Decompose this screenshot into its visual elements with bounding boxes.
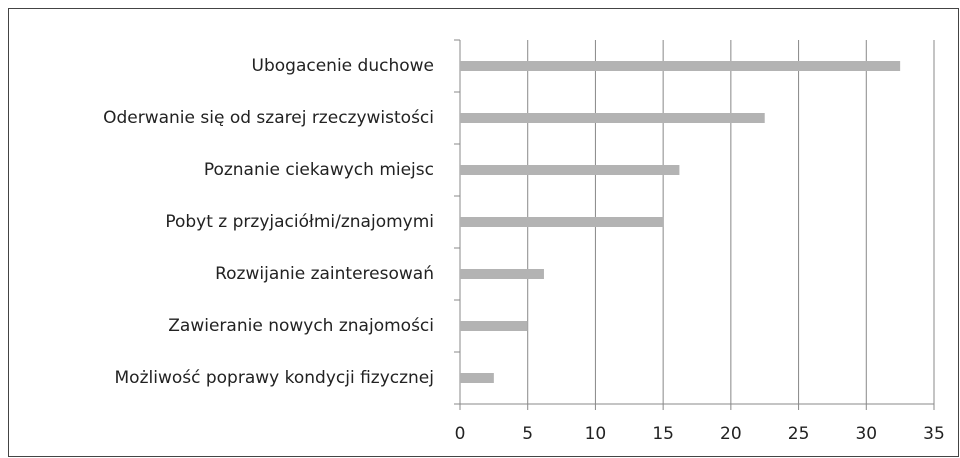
- bar: [460, 61, 901, 71]
- x-tick-label: 10: [585, 424, 607, 444]
- bar: [460, 113, 765, 123]
- y-tick-label: Poznanie ciekawych miejsc: [204, 160, 434, 180]
- y-tick-label: Ubogacenie duchowe: [252, 56, 434, 76]
- bar: [460, 321, 528, 331]
- y-tick-label: Możliwość poprawy kondycji fizycznej: [115, 368, 435, 388]
- x-tick-label: 30: [855, 424, 877, 444]
- x-tick-label: 5: [522, 424, 533, 444]
- x-tick-label: 15: [652, 424, 674, 444]
- y-tick-label: Oderwanie się od szarej rzeczywistości: [103, 108, 434, 128]
- bar: [460, 269, 544, 279]
- x-tick-label: 25: [788, 424, 810, 444]
- chart-border: [8, 8, 959, 457]
- x-tick-label: 0: [455, 424, 466, 444]
- y-tick-label: Pobyt z przyjaciółmi/znajomymi: [165, 212, 434, 232]
- bar: [460, 217, 664, 227]
- x-tick-label: 35: [923, 424, 945, 444]
- y-tick-label: Rozwijanie zainteresowań: [215, 264, 434, 284]
- y-tick-label: Zawieranie nowych znajomości: [168, 316, 434, 336]
- bar: [460, 165, 680, 175]
- bar: [460, 373, 494, 383]
- x-tick-label: 20: [720, 424, 742, 444]
